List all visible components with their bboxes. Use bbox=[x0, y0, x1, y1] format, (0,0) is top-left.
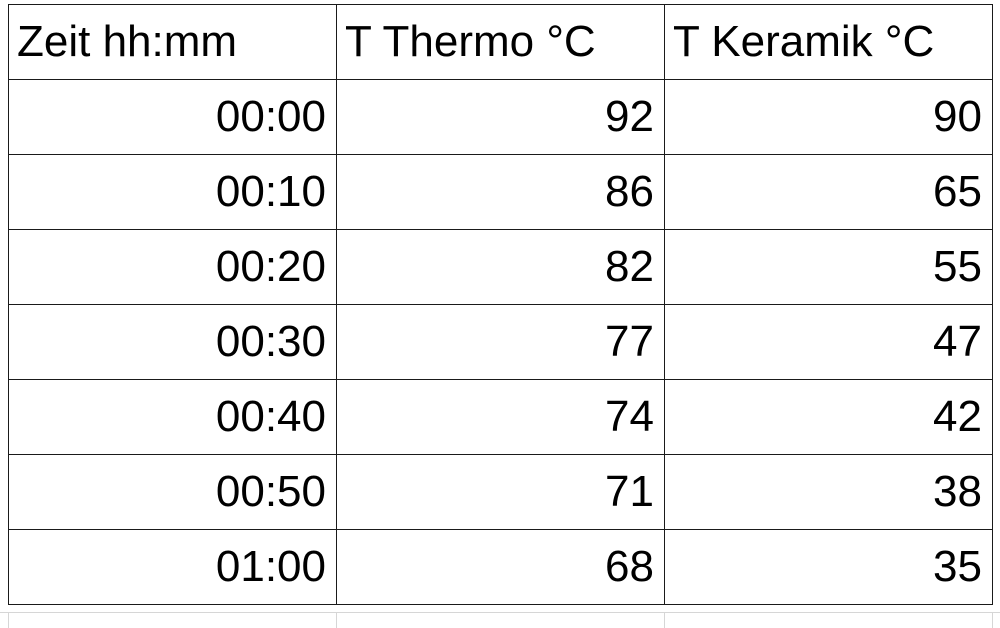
cell-thermo[interactable]: 71 bbox=[336, 454, 665, 530]
cell-thermo[interactable]: 74 bbox=[336, 379, 665, 455]
table-row: 00:40 74 42 bbox=[8, 379, 993, 455]
cell-time[interactable]: 00:30 bbox=[8, 304, 337, 380]
sheet-gridline bbox=[0, 612, 1000, 613]
sheet-gridline bbox=[992, 612, 993, 628]
temperature-table: Zeit hh:mm T Thermo °C T Keramik °C 00:0… bbox=[8, 4, 993, 605]
cell-time[interactable]: 00:20 bbox=[8, 229, 337, 305]
cell-thermo[interactable]: 92 bbox=[336, 79, 665, 155]
cell-keramik[interactable]: 35 bbox=[664, 529, 993, 605]
sheet-gridline bbox=[8, 612, 9, 628]
header-cell-keramik[interactable]: T Keramik °C bbox=[664, 4, 993, 80]
cell-keramik[interactable]: 38 bbox=[664, 454, 993, 530]
cell-time[interactable]: 00:00 bbox=[8, 79, 337, 155]
sheet-gridline bbox=[336, 612, 337, 628]
header-cell-thermo[interactable]: T Thermo °C bbox=[336, 4, 665, 80]
table-row: 00:00 92 90 bbox=[8, 79, 993, 155]
cell-thermo[interactable]: 77 bbox=[336, 304, 665, 380]
cell-time[interactable]: 00:40 bbox=[8, 379, 337, 455]
cell-keramik[interactable]: 65 bbox=[664, 154, 993, 230]
table-row: 00:50 71 38 bbox=[8, 454, 993, 530]
table-row: 01:00 68 35 bbox=[8, 529, 993, 605]
cell-keramik[interactable]: 90 bbox=[664, 79, 993, 155]
table-row: 00:10 86 65 bbox=[8, 154, 993, 230]
header-row: Zeit hh:mm T Thermo °C T Keramik °C bbox=[8, 4, 993, 80]
cell-time[interactable]: 00:10 bbox=[8, 154, 337, 230]
header-cell-time[interactable]: Zeit hh:mm bbox=[8, 4, 337, 80]
cell-time[interactable]: 00:50 bbox=[8, 454, 337, 530]
cell-keramik[interactable]: 55 bbox=[664, 229, 993, 305]
cell-time[interactable]: 01:00 bbox=[8, 529, 337, 605]
cell-thermo[interactable]: 68 bbox=[336, 529, 665, 605]
cell-thermo[interactable]: 82 bbox=[336, 229, 665, 305]
sheet-gridline bbox=[664, 612, 665, 628]
table-row: 00:20 82 55 bbox=[8, 229, 993, 305]
table-row: 00:30 77 47 bbox=[8, 304, 993, 380]
cell-keramik[interactable]: 42 bbox=[664, 379, 993, 455]
cell-keramik[interactable]: 47 bbox=[664, 304, 993, 380]
cell-thermo[interactable]: 86 bbox=[336, 154, 665, 230]
